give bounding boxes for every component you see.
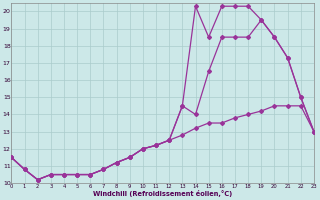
X-axis label: Windchill (Refroidissement éolien,°C): Windchill (Refroidissement éolien,°C) [93, 190, 232, 197]
